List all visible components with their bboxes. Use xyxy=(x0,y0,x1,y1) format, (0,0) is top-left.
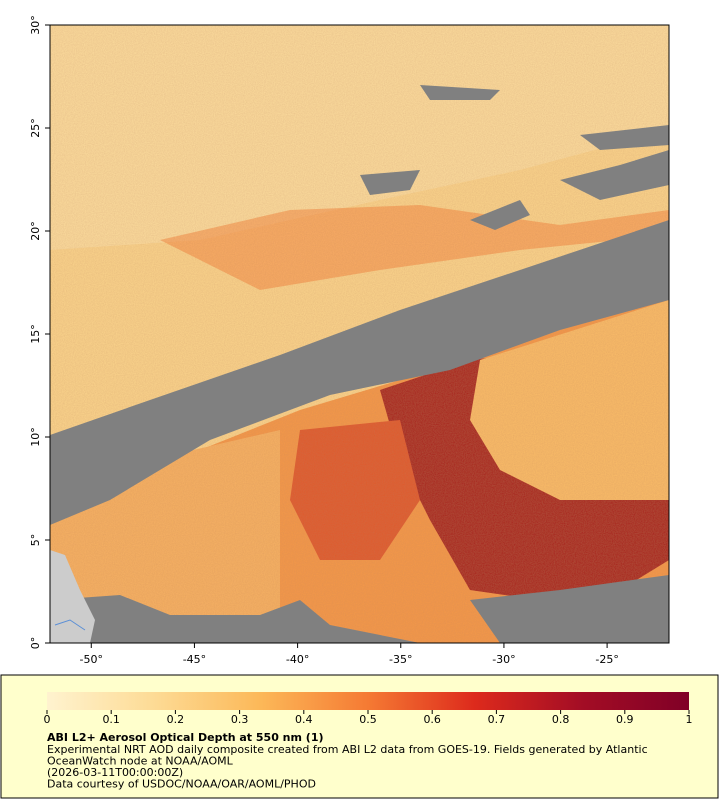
colorbar-tick-label: 0.5 xyxy=(359,713,377,726)
legend-line: (2026-03-11T00:00:00Z) xyxy=(47,766,183,779)
colorbar-tick-label: 0.1 xyxy=(102,713,120,726)
legend-line: Data courtesy of USDOC/NOAA/OAR/AOML/PHO… xyxy=(47,778,316,791)
y-tick-label: 0° xyxy=(29,637,42,650)
legend-line: OceanWatch node at NOAA/AOML xyxy=(47,755,234,768)
x-tick-label: -50° xyxy=(80,653,103,666)
colorbar-tick-label: 0.3 xyxy=(231,713,249,726)
x-tick-label: -35° xyxy=(389,653,412,666)
colorbar-tick-label: 0.8 xyxy=(552,713,570,726)
y-tick-label: 10° xyxy=(29,427,42,447)
colorbar-tick-label: 0.4 xyxy=(295,713,313,726)
colorbar-tick-label: 0 xyxy=(44,713,51,726)
x-tick-label: -40° xyxy=(286,653,309,666)
y-tick-label: 15° xyxy=(29,324,42,344)
y-tick-label: 25° xyxy=(29,118,42,138)
colorbar-tick-label: 0.2 xyxy=(167,713,185,726)
y-tick-label: 30° xyxy=(29,15,42,35)
y-tick-label: 5° xyxy=(29,534,42,547)
x-tick-label: -45° xyxy=(183,653,206,666)
x-tick-label: -25° xyxy=(595,653,618,666)
y-tick-label: 20° xyxy=(29,221,42,241)
colorbar-tick-label: 0.9 xyxy=(616,713,634,726)
legend-title: ABI L2+ Aerosol Optical Depth at 550 nm … xyxy=(47,731,324,744)
legend-line: Experimental NRT AOD daily composite cre… xyxy=(47,743,648,756)
colorbar-tick-label: 0.6 xyxy=(423,713,441,726)
colorbar xyxy=(47,692,689,710)
x-tick-label: -30° xyxy=(492,653,515,666)
colorbar-tick-label: 0.7 xyxy=(488,713,506,726)
aod-field xyxy=(50,25,669,643)
colorbar-tick-label: 1 xyxy=(686,713,693,726)
